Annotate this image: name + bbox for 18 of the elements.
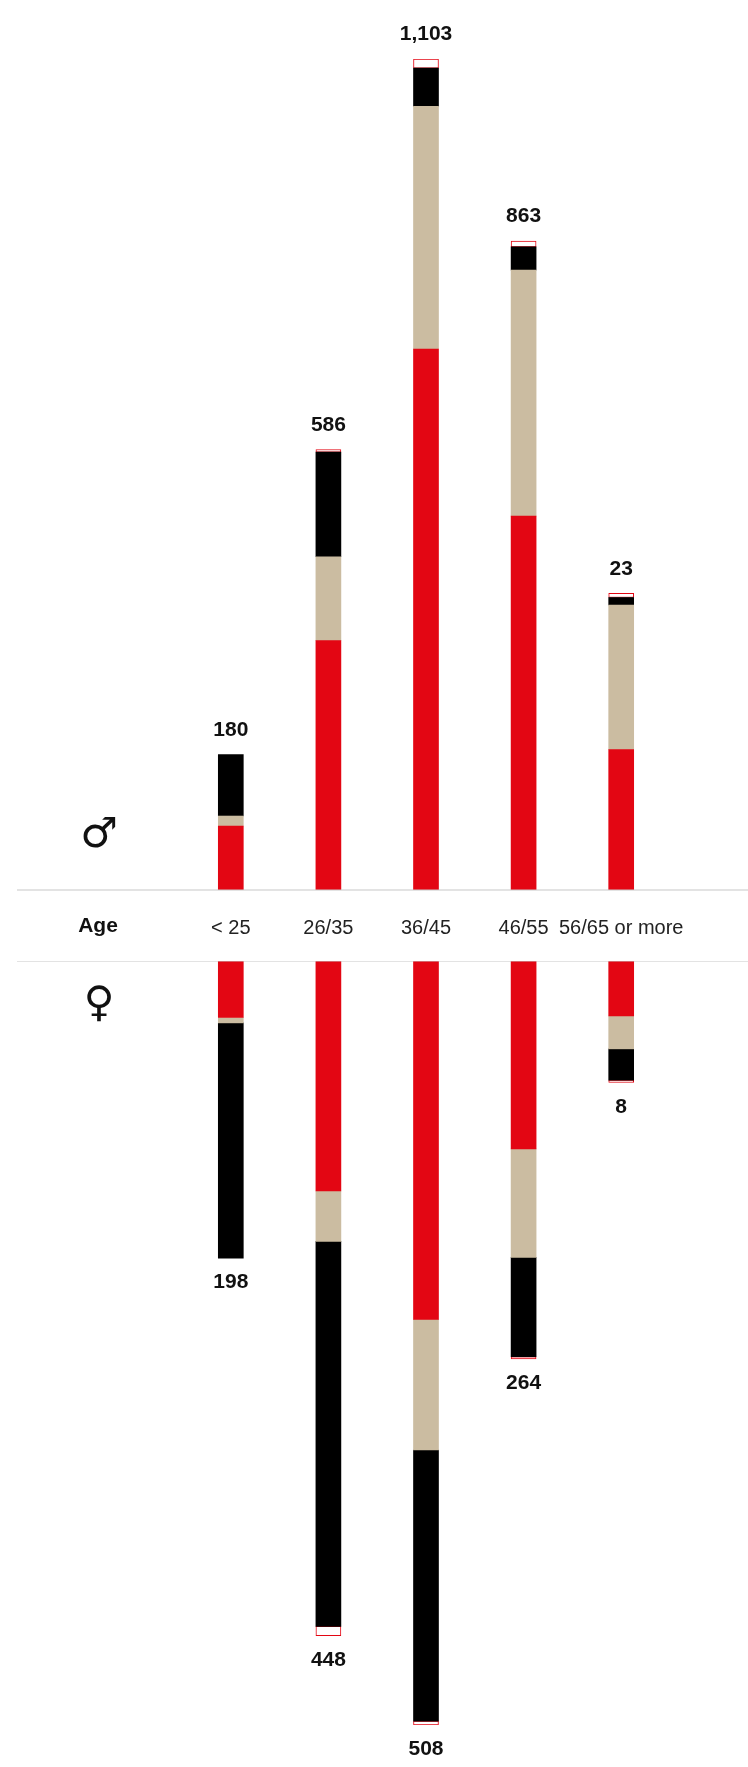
x-tick-label: 36/45: [400, 915, 452, 938]
annotation: 264: [506, 1370, 542, 1394]
annotation: 23: [609, 555, 633, 579]
text: ♂: [80, 807, 118, 857]
annotation: 198: [213, 1269, 249, 1293]
x-tick-label: 26/35: [303, 915, 354, 938]
x-tick-label: 46/55: [498, 915, 549, 938]
annotation: 863: [506, 203, 542, 227]
x-axis-title: Age: [78, 912, 118, 936]
annotation: 1,103: [399, 21, 453, 45]
annotation: 8: [615, 1093, 628, 1117]
annotation: 448: [310, 1646, 347, 1670]
x-tick-label: 56/65 or more: [558, 915, 684, 938]
annotation: 508: [408, 1736, 444, 1760]
annotation: 180: [213, 716, 249, 740]
annotation: 586: [310, 411, 346, 435]
chart-title: ♀: [83, 976, 115, 1026]
x-tick-label: < 25: [211, 915, 251, 938]
